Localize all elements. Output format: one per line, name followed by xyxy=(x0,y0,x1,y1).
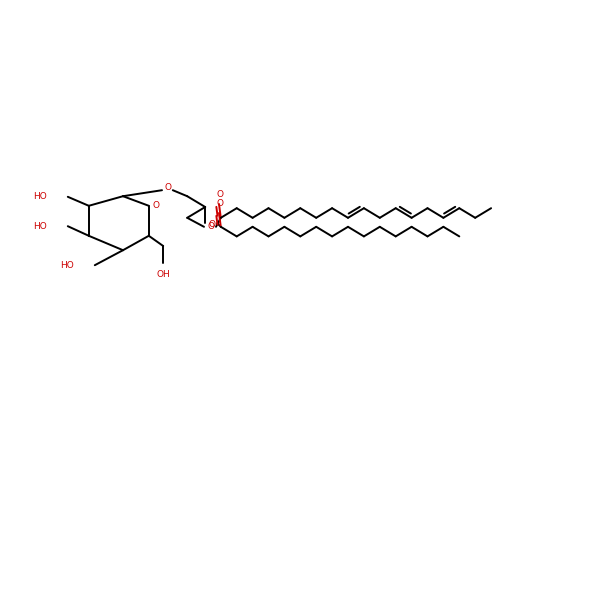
Text: HO: HO xyxy=(33,221,47,230)
Text: OH: OH xyxy=(157,270,170,279)
Text: O: O xyxy=(216,190,223,199)
Text: O: O xyxy=(216,199,223,208)
Text: O: O xyxy=(208,220,215,229)
Text: O: O xyxy=(152,201,160,210)
Text: O: O xyxy=(207,221,214,230)
Text: HO: HO xyxy=(33,192,47,201)
Text: O: O xyxy=(164,183,172,192)
Text: HO: HO xyxy=(60,260,74,269)
